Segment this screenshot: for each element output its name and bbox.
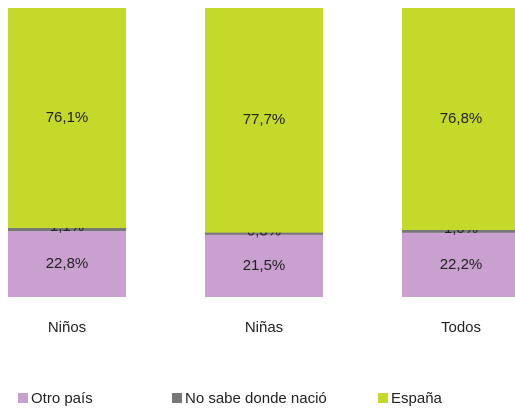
x-tick-label: Niñas xyxy=(245,319,283,336)
bar-segment xyxy=(402,8,515,230)
bar-segment xyxy=(205,234,323,297)
bar-segment xyxy=(8,227,126,232)
bar-segment xyxy=(402,232,515,297)
bar-segment xyxy=(402,229,515,233)
x-tick-label: Todos xyxy=(441,319,481,336)
bar-segment xyxy=(8,231,126,297)
legend-swatch xyxy=(378,393,388,403)
bar-segment xyxy=(205,232,323,235)
bar-segment xyxy=(8,8,126,228)
legend-label: No sabe donde nació xyxy=(185,390,327,407)
data-label: 76,1% xyxy=(46,109,89,126)
legend-label: España xyxy=(391,390,443,407)
data-label: 77,7% xyxy=(243,111,286,128)
data-label: 76,8% xyxy=(440,110,483,127)
x-tick-label: Niños xyxy=(48,319,86,336)
data-label: 22,2% xyxy=(440,256,483,273)
data-label: 22,8% xyxy=(46,255,89,272)
bar-segment xyxy=(205,8,323,233)
legend-label: Otro país xyxy=(31,390,93,407)
legend-swatch xyxy=(172,393,182,403)
data-label: 21,5% xyxy=(243,257,286,274)
legend-swatch xyxy=(18,393,28,403)
